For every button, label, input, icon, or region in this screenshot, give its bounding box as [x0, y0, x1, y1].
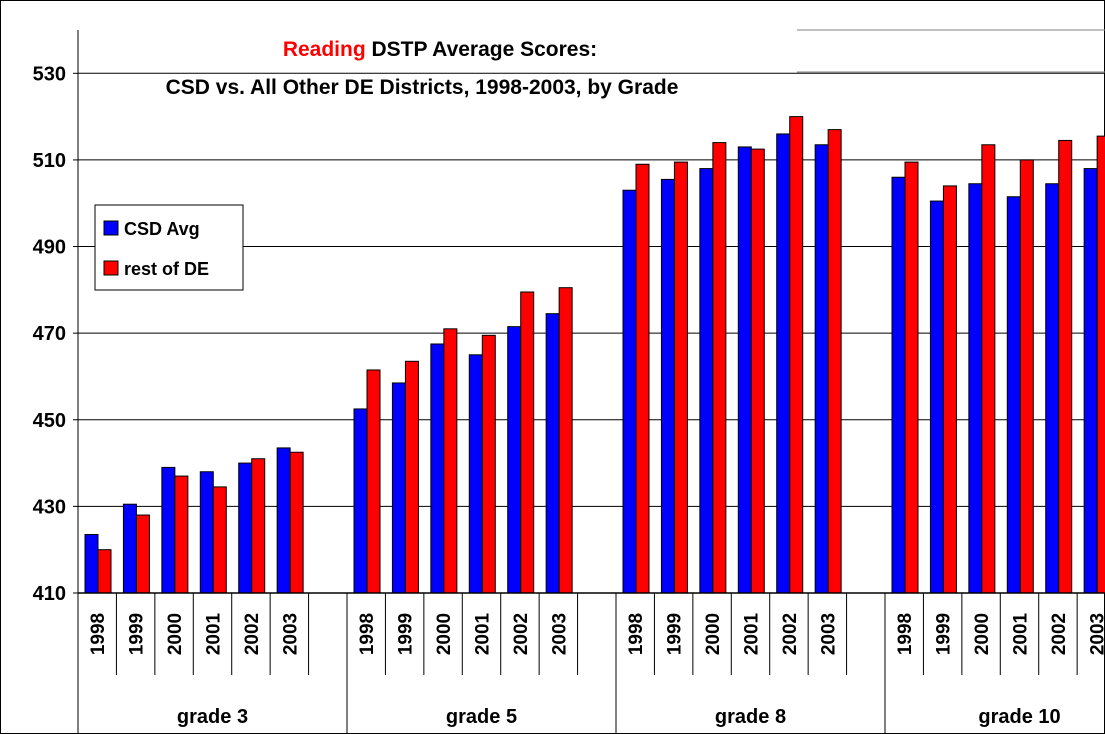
x-tick-label: 2002 — [780, 613, 801, 655]
bar — [1096, 135, 1105, 594]
bar — [1019, 159, 1034, 594]
x-tick-label: 1998 — [895, 613, 916, 655]
legend-box — [94, 204, 244, 291]
bar — [520, 291, 535, 594]
y-tick-label: 430 — [33, 496, 66, 518]
x-tick-label: 2003 — [818, 613, 839, 655]
x-tick-label: 1998 — [626, 613, 647, 655]
x-tick-label: 2002 — [1049, 613, 1070, 655]
title-highlight: Reading — [283, 38, 366, 61]
bar — [1058, 139, 1073, 594]
bar — [545, 313, 560, 594]
bar — [174, 475, 189, 594]
bar — [443, 328, 458, 594]
bar — [481, 334, 496, 594]
x-tick-label: 2002 — [511, 613, 532, 655]
x-tick-label: 2000 — [703, 613, 724, 655]
bar — [712, 142, 727, 594]
legend-swatch — [103, 260, 119, 276]
group-label: grade 10 — [978, 706, 1060, 728]
bar — [404, 360, 419, 594]
bar — [660, 178, 675, 594]
bar — [84, 534, 99, 594]
x-tick-label: 1999 — [396, 613, 417, 655]
bar — [1083, 168, 1098, 594]
bar — [289, 451, 304, 594]
x-tick-label: 1998 — [88, 613, 109, 655]
bar — [391, 382, 406, 594]
x-tick-label: 2000 — [972, 613, 993, 655]
bar — [161, 466, 176, 594]
legend-label: CSD Avg — [124, 219, 200, 239]
bar — [1045, 183, 1060, 594]
bar — [776, 133, 791, 594]
y-tick-label: 530 — [33, 63, 66, 85]
y-tick-label: 410 — [33, 583, 66, 605]
bar — [276, 447, 291, 594]
x-tick-label: 2000 — [165, 613, 186, 655]
x-tick-label: 2001 — [204, 612, 225, 655]
bar — [942, 185, 957, 594]
x-tick-label: 2003 — [1087, 613, 1105, 655]
y-tick-label: 490 — [33, 237, 66, 259]
group-label: grade 5 — [446, 706, 517, 728]
legend-swatch — [103, 220, 119, 236]
x-tick-label: 2001 — [1011, 612, 1032, 655]
bar — [814, 144, 829, 594]
bar — [673, 161, 688, 594]
title-text: DSTP Average Scores: — [372, 38, 598, 61]
x-tick-label: 2002 — [242, 613, 263, 655]
bar — [968, 183, 983, 594]
bar — [97, 549, 112, 594]
bar — [622, 189, 637, 594]
bar — [789, 116, 804, 594]
bar — [468, 354, 483, 594]
bar — [558, 287, 573, 594]
x-tick-label: 2003 — [549, 613, 570, 655]
group-label: grade 3 — [177, 706, 248, 728]
bar — [366, 369, 381, 594]
chart-title: Reading DSTP Average Scores: — [283, 38, 597, 61]
bar — [1006, 196, 1021, 594]
bar — [353, 408, 368, 594]
bar — [238, 462, 253, 594]
x-tick-label: 1998 — [357, 613, 378, 655]
bar — [135, 514, 150, 594]
bar — [699, 168, 714, 594]
x-tick-label: 1999 — [665, 613, 686, 655]
x-tick-label: 2003 — [280, 613, 301, 655]
chart-subtitle: CSD vs. All Other DE Districts, 1998-200… — [166, 76, 679, 99]
x-tick-label: 1999 — [934, 613, 955, 655]
bar — [212, 486, 227, 594]
bar — [929, 200, 944, 594]
group-label: grade 8 — [715, 706, 786, 728]
x-tick-label: 1999 — [127, 613, 148, 655]
y-tick-label: 510 — [33, 150, 66, 172]
bar — [635, 163, 650, 594]
x-tick-label: 2000 — [434, 613, 455, 655]
x-tick-label: 2001 — [473, 612, 494, 655]
bar — [507, 326, 522, 594]
y-tick-label: 450 — [33, 410, 66, 432]
bar — [904, 161, 919, 594]
bar — [737, 146, 752, 594]
y-tick-label: 470 — [33, 323, 66, 345]
bar — [251, 458, 266, 594]
bar — [891, 176, 906, 594]
x-tick-label: 2001 — [742, 612, 763, 655]
bar — [199, 471, 214, 594]
legend-label: rest of DE — [124, 259, 209, 279]
bar — [981, 144, 996, 594]
bar — [122, 503, 137, 594]
bar — [827, 129, 842, 594]
bar — [430, 343, 445, 594]
bar — [750, 148, 765, 594]
